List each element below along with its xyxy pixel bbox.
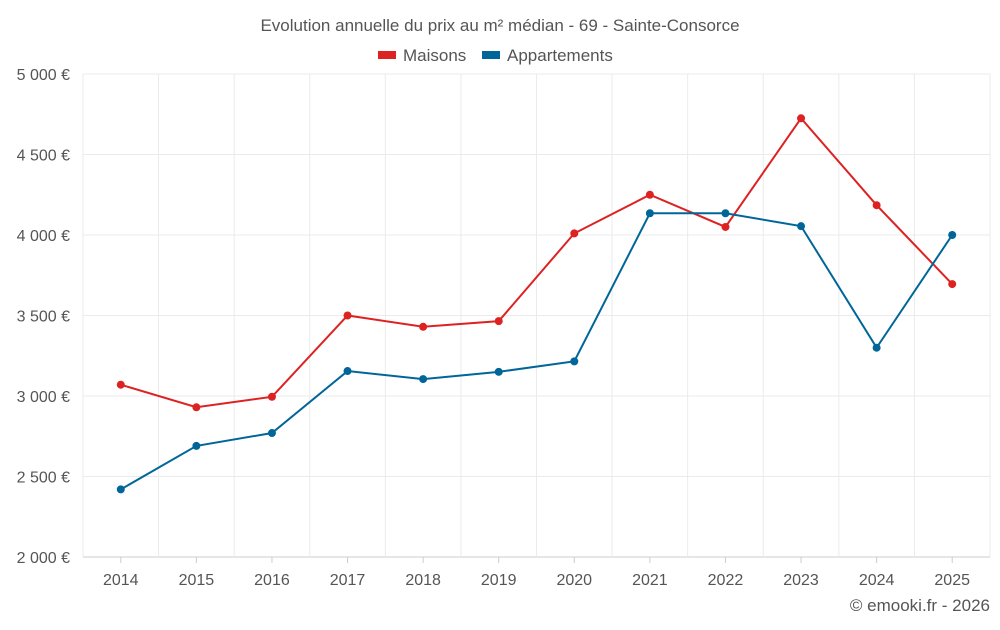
series-line-appartements bbox=[120, 212, 954, 491]
x-tick-label: 2017 bbox=[330, 572, 366, 589]
x-tick-label: 2022 bbox=[708, 572, 744, 589]
data-point-maisons bbox=[948, 280, 957, 289]
x-tick-label: 2024 bbox=[859, 572, 895, 589]
y-tick-label: 2 000 € bbox=[17, 550, 70, 567]
data-point-appartements bbox=[192, 441, 201, 450]
data-point-maisons bbox=[721, 222, 730, 231]
x-tick-label: 2019 bbox=[481, 572, 517, 589]
y-tick-label: 5 000 € bbox=[17, 67, 70, 84]
x-tick-label: 2025 bbox=[934, 572, 970, 589]
x-tick-label: 2021 bbox=[632, 572, 668, 589]
legend: Maisons Appartements bbox=[378, 46, 613, 65]
series-line-maisons bbox=[120, 116, 953, 409]
data-point-maisons bbox=[570, 229, 579, 238]
data-point-appartements bbox=[343, 367, 352, 376]
y-tick-label: 2 500 € bbox=[17, 470, 70, 487]
data-point-maisons bbox=[494, 317, 503, 326]
data-point-maisons bbox=[192, 403, 201, 412]
data-point-appartements bbox=[797, 222, 806, 231]
x-tick-label: 2023 bbox=[783, 572, 819, 589]
data-point-maisons bbox=[645, 190, 654, 199]
series-group bbox=[116, 114, 957, 494]
legend-swatch-maisons bbox=[378, 51, 396, 59]
legend-label-appartements: Appartements bbox=[507, 46, 613, 65]
credit-text: © emooki.fr - 2026 bbox=[850, 596, 990, 615]
data-point-appartements bbox=[494, 367, 503, 376]
x-tick-label: 2015 bbox=[179, 572, 215, 589]
data-point-appartements bbox=[872, 343, 881, 352]
data-point-maisons bbox=[267, 392, 276, 401]
grid bbox=[82, 73, 991, 558]
data-point-appartements bbox=[570, 357, 579, 366]
data-point-maisons bbox=[343, 311, 352, 320]
x-tick-label: 2014 bbox=[103, 572, 139, 589]
data-point-maisons bbox=[116, 380, 125, 389]
x-tick-label: 2018 bbox=[405, 572, 441, 589]
legend-swatch-appartements bbox=[482, 51, 500, 59]
y-tick-label: 4 500 € bbox=[17, 148, 70, 165]
x-tick-label: 2020 bbox=[556, 572, 592, 589]
y-tick-label: 4 000 € bbox=[17, 228, 70, 245]
data-point-maisons bbox=[872, 201, 881, 210]
y-tick-label: 3 500 € bbox=[17, 309, 70, 326]
data-point-maisons bbox=[419, 322, 428, 331]
data-point-appartements bbox=[645, 209, 654, 218]
legend-label-maisons: Maisons bbox=[403, 46, 466, 65]
data-point-appartements bbox=[267, 429, 276, 438]
data-point-appartements bbox=[116, 485, 125, 494]
data-point-appartements bbox=[419, 375, 428, 384]
chart-title: Evolution annuelle du prix au m² médian … bbox=[260, 16, 739, 35]
y-tick-label: 3 000 € bbox=[17, 389, 70, 406]
data-point-maisons bbox=[797, 114, 806, 123]
data-point-appartements bbox=[721, 209, 730, 218]
x-tick-label: 2016 bbox=[254, 572, 290, 589]
data-point-appartements bbox=[948, 231, 957, 239]
x-axis: 2014 2015 2016 2017 2018 2019 2020 2021 2022 2023… bbox=[103, 557, 970, 589]
y-axis: 2 000 € 2 500 € 3 000 € 3 500 € 4 000 € 4 500… bbox=[17, 67, 70, 567]
